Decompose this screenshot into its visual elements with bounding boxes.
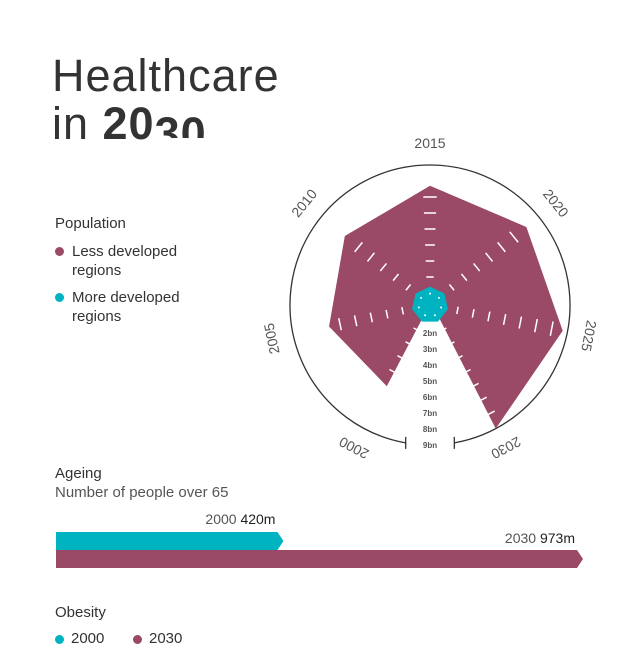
legend-label: 2000 xyxy=(71,630,104,647)
bar-label-2000: 2000 420m xyxy=(205,511,275,527)
radial-tick-label: 3bn xyxy=(423,345,437,354)
ageing-subtitle: Number of people over 65 xyxy=(55,484,228,501)
bar-year: 2000 xyxy=(205,511,240,527)
category-label-2015: 2015 xyxy=(414,135,445,151)
more-developed-point xyxy=(418,307,420,309)
category-label-2025: 2025 xyxy=(578,319,600,353)
radial-tick-label: 8bn xyxy=(423,425,437,434)
bar-2000 xyxy=(56,532,283,550)
bar-value: 973m xyxy=(540,530,575,546)
radial-tick-label: 6bn xyxy=(423,393,437,402)
radial-tick-label: 9bn xyxy=(423,441,437,450)
obesity-heading: Obesity xyxy=(55,604,106,621)
legend-label: 2030 xyxy=(149,630,182,647)
radial-tick-label: 2bn xyxy=(423,329,437,338)
more-developed-point xyxy=(424,314,426,316)
more-developed-point xyxy=(440,307,442,309)
bar-year: 2030 xyxy=(505,530,540,546)
radial-tick-label: 7bn xyxy=(423,409,437,418)
more-developed-point xyxy=(434,314,436,316)
category-label-2020: 2020 xyxy=(540,186,572,220)
more-developed-point xyxy=(429,293,431,295)
bar-label-2030: 2030 973m xyxy=(505,530,575,546)
category-label-2010: 2010 xyxy=(288,186,320,220)
obesity-legend-2000: 2000 xyxy=(55,630,104,647)
obesity-legend-2030: 2030 xyxy=(133,630,182,647)
bar-2030 xyxy=(56,550,583,568)
more-developed-point xyxy=(420,297,422,299)
radial-tick-label: 4bn xyxy=(423,361,437,370)
radial-tick-label: 5bn xyxy=(423,377,437,386)
more-developed-point xyxy=(438,297,440,299)
category-label-2030: 2030 xyxy=(488,434,523,463)
category-label-2005: 2005 xyxy=(260,322,282,356)
ageing-heading: Ageing xyxy=(55,465,102,482)
bar-value: 420m xyxy=(240,511,275,527)
category-label-2000: 2000 xyxy=(336,434,371,463)
